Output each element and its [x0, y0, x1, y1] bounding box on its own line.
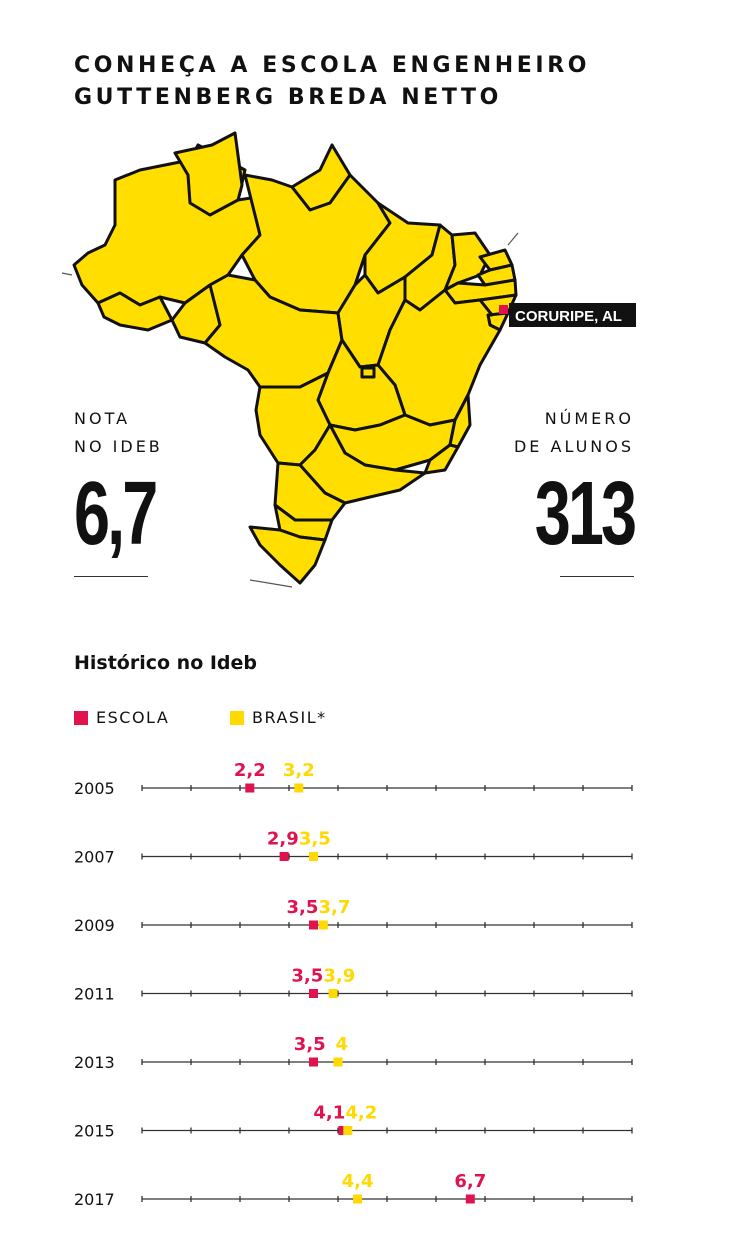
title-line-2: GUTTENBERG BREDA NETTO: [74, 85, 502, 110]
title-line-1: CONHEÇA A ESCOLA ENGENHEIRO: [74, 53, 591, 78]
year-label: 2017: [74, 1190, 115, 1209]
location-marker: [499, 305, 508, 314]
brazil-map: CORURIPE, AL: [61, 131, 636, 588]
state-distrito-federal: [360, 366, 376, 379]
year-label: 2011: [74, 985, 115, 1004]
year-label: 2005: [74, 779, 115, 798]
brasil-value-label: 3,2: [283, 760, 315, 781]
legend-brasil-label: BRASIL*: [252, 708, 327, 727]
nota-label-line-1: NOTA: [74, 409, 131, 428]
brasil-point: [328, 989, 338, 998]
brasil-value-label: 3,7: [318, 897, 350, 918]
alunos-label-line-2: DE ALUNOS: [513, 437, 634, 456]
history-title: Histórico no Ideb: [74, 652, 258, 674]
escola-point: [245, 783, 255, 793]
escola-point: [338, 1126, 348, 1135]
escola-point: [465, 1194, 475, 1204]
brasil-value-label: 3,5: [299, 829, 331, 850]
location-label: CORURIPE, AL: [515, 308, 622, 325]
brasil-point: [343, 1126, 353, 1135]
legend-brasil: BRASIL*: [230, 708, 327, 727]
escola-point: [279, 852, 289, 861]
escola-point: [309, 920, 318, 930]
escola-value-label: 3,5: [294, 1034, 326, 1055]
year-label: 2015: [74, 1122, 115, 1141]
brasil-value-label: 4: [335, 1034, 348, 1055]
state-espirito-santo: [448, 393, 472, 449]
nota-value: 6,7: [74, 464, 158, 564]
brasil-value-label: 4,2: [345, 1103, 377, 1124]
legend-escola: ESCOLA: [74, 708, 169, 727]
alunos-divider: [560, 576, 634, 577]
brasil-point: [353, 1194, 363, 1204]
year-label: 2007: [74, 848, 115, 867]
legend-escola-swatch: [74, 710, 88, 725]
escola-value-label: 3,5: [286, 897, 318, 918]
escola-value-label: 2,2: [234, 760, 266, 781]
escola-value-label: 6,7: [454, 1171, 486, 1192]
year-label: 2013: [74, 1053, 115, 1072]
brasil-value-label: 3,9: [323, 966, 355, 987]
brasil-point: [318, 920, 328, 930]
year-label: 2009: [74, 916, 115, 935]
alunos-value: 313: [534, 464, 637, 564]
brasil-point: [294, 783, 304, 793]
location-label-box: [509, 303, 636, 327]
state-rio-de-janeiro: [423, 443, 460, 475]
alunos-label: NÚMERO DE ALUNOS: [514, 405, 634, 461]
legend-brasil-swatch: [230, 710, 244, 725]
brasil-point: [333, 1057, 343, 1067]
legend-escola-label: ESCOLA: [96, 708, 170, 727]
escola-point: [309, 1057, 318, 1067]
escola-value-label: 2,9: [267, 829, 299, 850]
escola-value-label: 3,5: [291, 966, 323, 987]
nota-divider: [74, 576, 148, 577]
escola-value-label: 4,1: [313, 1103, 345, 1124]
page-title: CONHEÇA A ESCOLA ENGENHEIRO GUTTENBERG B…: [74, 50, 590, 114]
state-roraima: [173, 131, 244, 217]
brasil-value-label: 4,4: [342, 1171, 374, 1192]
nota-label-line-2: NO IDEB: [74, 437, 163, 456]
brasil-point: [309, 852, 318, 861]
escola-point: [309, 989, 318, 998]
state-rio-grande-do-sul: [248, 525, 327, 585]
nota-label: NOTA NO IDEB: [74, 405, 163, 461]
state-paraiba: [476, 263, 517, 287]
state-ceara: [443, 231, 492, 292]
alunos-label-line-1: NÚMERO: [544, 409, 634, 428]
